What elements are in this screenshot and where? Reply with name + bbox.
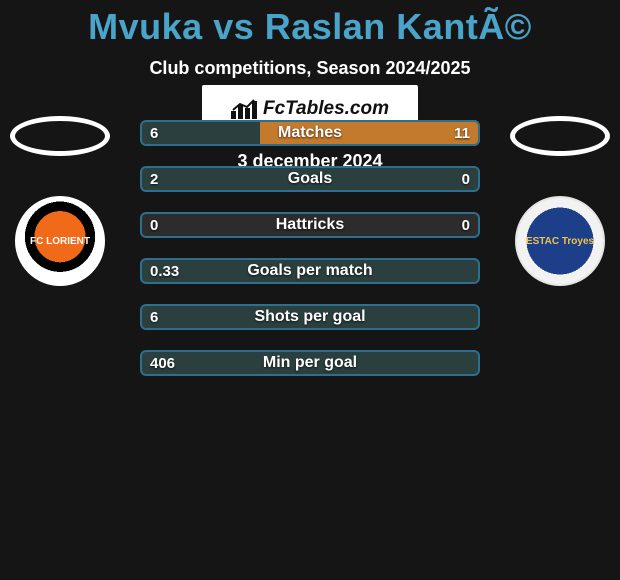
stat-row: Hattricks00 [140,212,480,238]
stat-bar-left-segment [140,120,260,146]
infographic-root: Mvuka vs Raslan KantÃ© Club competitions… [0,0,620,580]
stat-row: Goals20 [140,166,480,192]
right-side: ESTAC Troyes [500,96,620,286]
stat-bar-track [140,304,480,330]
left-club-crest: FC LORIENT [15,196,105,286]
stat-row: Matches611 [140,120,480,146]
comparison-bars: Matches611 Goals20 Hattricks00 Goals per ma… [140,96,480,396]
stat-bar-track [140,212,480,238]
stat-bar-right-segment [260,120,480,146]
stat-row: Shots per goal6 [140,304,480,330]
right-club-crest: ESTAC Troyes [515,196,605,286]
content-area: FC LORIENT Matches611 Goals20 Hattricks00 G… [0,96,620,396]
stat-bar-left-segment [140,304,480,330]
stat-bar-left-segment [140,258,480,284]
left-player-ring [10,116,110,156]
page-title: Mvuka vs Raslan KantÃ© [0,6,620,48]
subtitle: Club competitions, Season 2024/2025 [0,58,620,79]
left-side: FC LORIENT [0,96,120,286]
stat-bar-track [140,120,480,146]
stat-bar-track [140,350,480,376]
stat-bar-left-segment [140,166,480,192]
stat-bar-track [140,258,480,284]
stat-bar-left-segment [140,212,310,238]
stat-bar-track [140,166,480,192]
right-crest-label: ESTAC Troyes [526,236,594,247]
right-player-ring [510,116,610,156]
stat-row: Goals per match0.33 [140,258,480,284]
stat-bar-left-segment [140,350,480,376]
stat-row: Min per goal406 [140,350,480,376]
left-crest-label: FC LORIENT [30,236,90,247]
stat-bar-right-segment [310,212,480,238]
